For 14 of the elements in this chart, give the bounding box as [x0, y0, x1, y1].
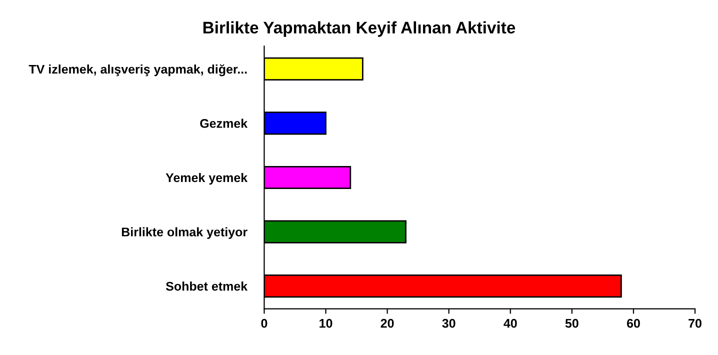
y-tick-label: TV izlemek, alışveriş yapmak, diğer...	[28, 64, 247, 76]
y-tick-label: Birlikte olmak yetiyor	[122, 227, 248, 239]
y-tick-label: Yemek yemek	[166, 172, 248, 185]
x-tick-label: 20	[380, 318, 394, 328]
x-tick-label: 40	[504, 318, 517, 328]
y-tick-label: Gezmek	[200, 118, 248, 128]
y-tick-label: Sohbet etmek	[166, 282, 248, 291]
x-tick-label: 0	[261, 318, 268, 328]
x-tick-label: 50	[565, 318, 578, 328]
x-tick-label: 60	[626, 318, 640, 328]
x-tick-label: 70	[688, 318, 702, 328]
x-tick-label: 10	[320, 318, 332, 328]
chart-title: Birlikte Yapmaktan Keyif Alınan Aktivite	[203, 21, 516, 37]
x-tick-label: 30	[442, 318, 456, 328]
